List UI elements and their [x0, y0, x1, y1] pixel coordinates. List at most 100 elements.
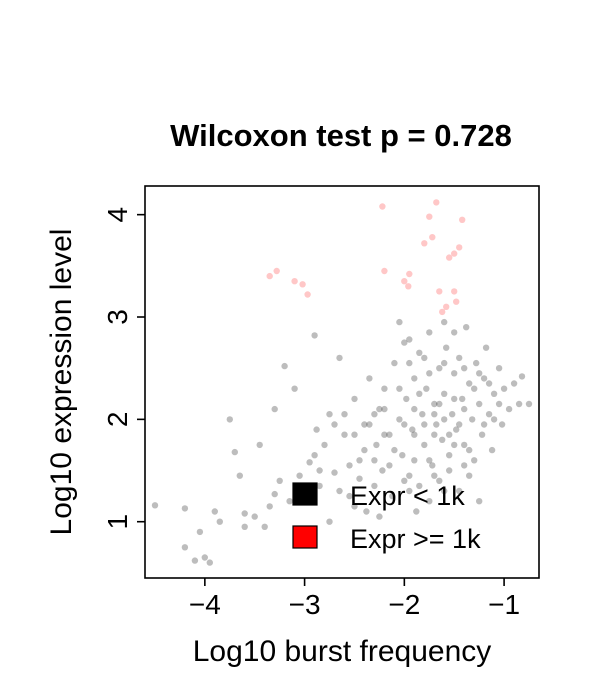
data-point	[416, 349, 423, 356]
data-point	[391, 446, 398, 454]
data-point	[441, 416, 448, 423]
data-point	[436, 477, 443, 484]
data-point	[351, 431, 358, 438]
data-point	[466, 446, 473, 454]
data-point	[361, 446, 368, 454]
data-point	[401, 477, 408, 484]
data-point	[416, 482, 423, 490]
data-point	[241, 510, 248, 517]
data-point	[316, 467, 323, 474]
data-point	[389, 492, 396, 500]
data-point	[461, 405, 468, 413]
data-point	[306, 459, 313, 466]
data-point	[429, 234, 436, 241]
plot-frame	[144, 185, 540, 579]
data-point	[371, 411, 378, 418]
data-point	[495, 365, 503, 372]
legend-swatch-expr-lt-1k	[292, 482, 318, 506]
data-point	[381, 405, 388, 413]
data-point	[346, 492, 353, 500]
data-point	[500, 385, 508, 392]
data-point	[461, 441, 468, 449]
data-point	[505, 405, 513, 413]
data-point	[456, 421, 463, 428]
data-point	[436, 365, 443, 372]
data-point	[451, 250, 458, 257]
data-point	[488, 446, 496, 454]
data-point	[518, 373, 526, 380]
data-point	[351, 395, 358, 403]
data-point	[396, 416, 403, 423]
points-layer	[151, 199, 533, 566]
data-point	[490, 416, 498, 423]
data-point	[411, 457, 418, 464]
data-point	[446, 431, 453, 438]
data-point	[266, 503, 273, 510]
data-point	[466, 380, 473, 387]
data-point	[191, 557, 199, 564]
data-point	[406, 487, 413, 495]
data-point	[236, 472, 243, 479]
data-point	[396, 385, 403, 392]
data-point	[271, 405, 278, 413]
data-point	[405, 283, 412, 290]
data-point	[311, 332, 318, 339]
data-point	[381, 385, 388, 392]
data-point	[423, 385, 430, 392]
data-point	[446, 452, 453, 459]
data-point	[426, 329, 433, 336]
data-point	[411, 405, 418, 413]
data-point	[421, 441, 428, 449]
data-point	[480, 421, 488, 428]
data-point	[510, 380, 518, 387]
data-point	[273, 267, 280, 275]
data-point	[453, 298, 460, 305]
data-point	[498, 421, 506, 428]
data-point	[426, 457, 433, 464]
data-point	[181, 544, 189, 551]
legend-label-expr-lt-1k: Expr < 1k	[350, 481, 465, 511]
data-point	[451, 288, 458, 295]
data-point	[431, 411, 438, 418]
data-point	[419, 411, 426, 418]
data-point	[341, 431, 348, 438]
data-point	[411, 431, 418, 438]
data-point	[291, 278, 298, 285]
data-point	[449, 411, 456, 418]
data-point	[361, 421, 368, 428]
data-point	[406, 270, 413, 278]
chart-title: Wilcoxon test p = 0.728	[170, 118, 512, 153]
data-point	[181, 505, 189, 512]
data-point	[351, 503, 358, 510]
data-point	[446, 467, 453, 474]
data-point	[326, 411, 333, 418]
data-point	[421, 240, 428, 247]
data-point	[256, 441, 263, 449]
data-point	[431, 431, 438, 438]
data-point	[299, 281, 306, 288]
data-point	[456, 487, 463, 495]
data-point	[316, 482, 323, 490]
data-point	[281, 362, 288, 370]
data-point	[409, 426, 416, 433]
data-point	[296, 472, 303, 479]
data-point	[386, 462, 393, 469]
x-tick-label: −1	[488, 589, 520, 620]
data-point	[443, 303, 450, 310]
data-point	[416, 390, 423, 397]
data-point	[206, 559, 213, 566]
data-point	[451, 395, 458, 403]
data-point	[426, 213, 433, 220]
data-point	[443, 344, 450, 351]
data-point	[441, 318, 448, 326]
data-point	[371, 457, 378, 464]
data-point	[476, 400, 483, 408]
data-point	[331, 421, 338, 428]
data-point	[371, 482, 378, 490]
data-point	[473, 359, 480, 367]
data-point	[261, 523, 268, 530]
data-point	[429, 462, 436, 469]
data-point	[515, 400, 523, 408]
data-point	[406, 359, 413, 367]
data-point	[456, 354, 463, 362]
